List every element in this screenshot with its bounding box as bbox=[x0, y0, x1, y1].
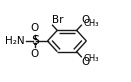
Text: O: O bbox=[31, 49, 39, 59]
Text: CH₃: CH₃ bbox=[83, 54, 99, 63]
Text: S: S bbox=[31, 35, 39, 47]
Text: O: O bbox=[31, 23, 39, 33]
Text: O: O bbox=[82, 15, 90, 25]
Text: H₂N: H₂N bbox=[5, 36, 25, 46]
Text: O: O bbox=[82, 57, 90, 67]
Text: Br: Br bbox=[52, 15, 63, 25]
Text: CH₃: CH₃ bbox=[83, 19, 99, 28]
